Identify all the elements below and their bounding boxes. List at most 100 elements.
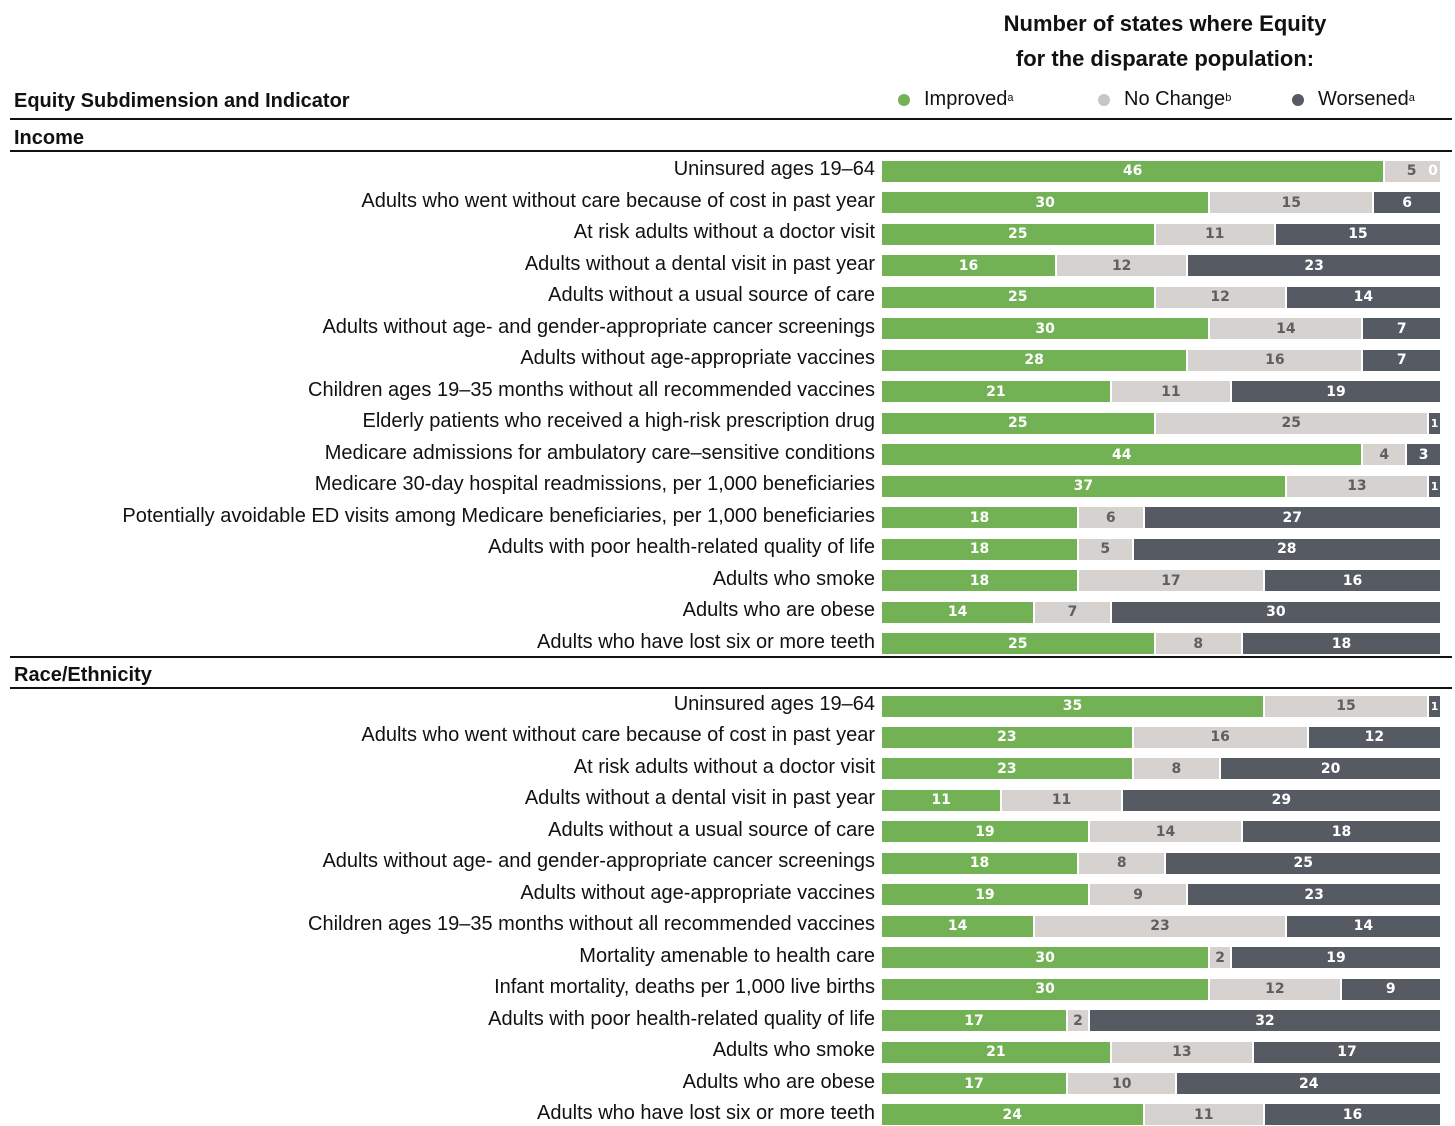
bar-improved: 30	[882, 947, 1209, 969]
indicator-label: Adults without age- and gender-appropria…	[322, 850, 875, 873]
worsened-dot-icon	[1292, 93, 1304, 106]
bar-no-change: 5	[1078, 538, 1132, 560]
legend-item-no-change: No Change b	[1098, 88, 1231, 111]
bar-worsened: 7	[1363, 349, 1440, 371]
legend-improved-label: Improved	[924, 88, 1008, 110]
bar-improved: 30	[882, 192, 1209, 214]
bar-improved: 19	[882, 821, 1088, 843]
bar-worsened-zero-label: 0	[1426, 160, 1440, 182]
bar-no-change: 14	[1210, 318, 1362, 340]
bar-no-change: 8	[1133, 758, 1220, 780]
bar-no-change: 16	[1188, 349, 1362, 371]
bar-improved: 14	[882, 601, 1034, 623]
indicator-label: Adults who are obese	[682, 1070, 875, 1093]
bar-improved: 30	[882, 978, 1209, 1000]
bar-worsened: 24	[1177, 1073, 1440, 1095]
section-rule-top	[10, 118, 1452, 120]
indicator-label: Adults who are obese	[682, 599, 875, 622]
indicator-label: Adults who smoke	[712, 1039, 875, 1062]
indicator-label: Medicare admissions for ambulatory care–…	[324, 441, 875, 464]
bar-no-change: 12	[1155, 286, 1285, 308]
bar-no-change: 23	[1035, 915, 1285, 937]
indicator-label: Adults without a dental visit in past ye…	[524, 252, 875, 275]
bar-worsened: 27	[1144, 507, 1440, 529]
bar-improved: 11	[882, 789, 1001, 811]
indicator-label: Adults without age-appropriate vaccines	[520, 881, 875, 904]
legend-item-improved: Improved a	[898, 88, 1014, 111]
bar-worsened: 30	[1111, 601, 1440, 623]
bar-improved: 35	[882, 695, 1263, 717]
bar-no-change: 11	[1002, 789, 1121, 811]
indicator-label: Elderly patients who received a high-ris…	[362, 410, 875, 433]
bar-worsened: 29	[1122, 789, 1440, 811]
indicator-label: Adults who went without care because of …	[361, 724, 875, 747]
legend-worsened-label: Worsened	[1318, 88, 1409, 110]
column-heading: Equity Subdimension and Indicator	[14, 90, 350, 112]
bar-improved: 21	[882, 1041, 1110, 1063]
bar-improved: 46	[882, 160, 1384, 182]
bar-no-change: 5	[1385, 160, 1438, 182]
bar-improved: 21	[882, 381, 1110, 403]
bar-worsened: 18	[1243, 633, 1440, 655]
bar-worsened: 3	[1407, 444, 1440, 466]
bar-no-change: 2	[1068, 1010, 1088, 1032]
bar-worsened: 7	[1363, 318, 1440, 340]
bar-improved: 23	[882, 726, 1132, 748]
bar-improved: 14	[882, 915, 1034, 937]
bar-no-change: 9	[1089, 884, 1187, 906]
bar-no-change: 14	[1089, 821, 1242, 843]
indicator-label: Adults without a dental visit in past ye…	[524, 787, 875, 810]
bar-no-change: 15	[1264, 695, 1428, 717]
indicator-label: At risk adults without a doctor visit	[573, 755, 875, 778]
bar-improved: 25	[882, 223, 1154, 245]
bar-worsened: 23	[1188, 255, 1440, 277]
indicator-label: Adults with poor health-related quality …	[488, 1007, 875, 1030]
bar-improved: 25	[882, 633, 1154, 655]
bar-improved: 16	[882, 255, 1056, 277]
bar-improved: 25	[882, 286, 1154, 308]
improved-dot-icon	[898, 93, 910, 106]
bar-improved: 18	[882, 570, 1077, 592]
bar-improved: 18	[882, 507, 1077, 529]
no-change-dot-icon	[1098, 93, 1110, 106]
bar-worsened: 32	[1089, 1010, 1440, 1032]
bar-no-change: 12	[1057, 255, 1187, 277]
bar-worsened: 15	[1275, 223, 1440, 245]
section-rule-bottom	[10, 687, 1452, 689]
chart-title: Number of states where Equity for the di…	[990, 6, 1340, 76]
bar-no-change: 6	[1078, 507, 1143, 529]
indicator-label: Adults who have lost six or more teeth	[537, 630, 875, 653]
bar-improved: 19	[882, 884, 1088, 906]
indicator-label: Adults without a usual source of care	[548, 284, 875, 307]
section-heading: Race/Ethnicity	[14, 664, 152, 686]
indicator-label: Adults with poor health-related quality …	[488, 536, 875, 559]
bar-no-change: 10	[1068, 1073, 1176, 1095]
bar-improved: 24	[882, 1104, 1143, 1126]
legend-improved-footnote: a	[1007, 91, 1014, 104]
bar-worsened: 28	[1133, 538, 1440, 560]
bar-improved: 37	[882, 475, 1285, 497]
bar-no-change: 7	[1035, 601, 1110, 623]
indicator-label: Adults who have lost six or more teeth	[537, 1101, 875, 1124]
bar-worsened: 20	[1221, 758, 1440, 780]
bar-worsened: 16	[1264, 570, 1440, 592]
bar-worsened: 1	[1429, 695, 1440, 717]
indicator-label: Uninsured ages 19–64	[673, 693, 875, 715]
legend-no-change-footnote: b	[1225, 91, 1232, 104]
bar-worsened: 19	[1232, 947, 1440, 969]
bar-no-change: 11	[1111, 381, 1231, 403]
bar-no-change: 16	[1133, 726, 1307, 748]
indicator-label: Uninsured ages 19–64	[673, 158, 875, 180]
legend-no-change-label: No Change	[1124, 88, 1226, 110]
bar-worsened: 1	[1429, 475, 1440, 497]
bar-improved: 44	[882, 444, 1362, 466]
indicator-label: Mortality amenable to health care	[579, 944, 875, 967]
bar-no-change: 13	[1286, 475, 1428, 497]
legend-worsened-footnote: a	[1408, 91, 1415, 104]
bar-improved: 28	[882, 349, 1187, 371]
indicator-label: Children ages 19–35 months without all r…	[308, 913, 875, 936]
legend: Improved a No Change b Worsened a	[0, 88, 1455, 114]
bar-no-change: 8	[1078, 852, 1165, 874]
bar-no-change: 13	[1111, 1041, 1252, 1063]
chart-title-line-1: Number of states where Equity	[1003, 11, 1327, 36]
